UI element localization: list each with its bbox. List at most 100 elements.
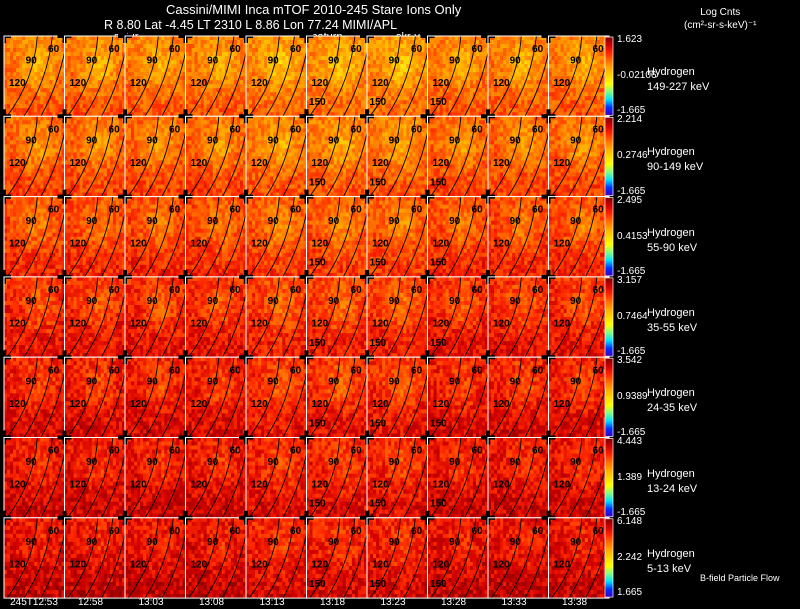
heatmap-cell [65, 80, 68, 84]
heatmap-cell [549, 84, 552, 88]
heatmap-cell [536, 92, 539, 96]
heatmap-cell [288, 72, 291, 76]
heatmap-cell [192, 88, 195, 92]
heatmap-cell [189, 96, 192, 100]
heatmap-cell [258, 104, 261, 108]
heatmap-cell [588, 36, 591, 40]
heatmap-cell [446, 92, 449, 96]
heatmap-cell [77, 173, 80, 177]
heatmap-cell [412, 72, 415, 76]
heatmap-cell [310, 88, 313, 92]
heatmap-cell [449, 88, 452, 92]
heatmap-cell [576, 108, 579, 112]
heatmap-cell [16, 148, 19, 152]
heatmap-cell [107, 189, 110, 193]
heatmap-cell [37, 64, 40, 68]
heatmap-cell [288, 88, 291, 92]
heatmap-cell [95, 164, 98, 168]
heatmap-cell [473, 108, 476, 112]
heatmap-cell [258, 44, 261, 48]
heatmap-cell [16, 140, 19, 144]
heatmap-cell [134, 44, 137, 48]
heatmap-cell [539, 56, 542, 60]
heatmap-cell [19, 124, 22, 128]
heatmap-cell [101, 36, 104, 40]
heatmap-cell [585, 60, 588, 64]
heatmap-cell [113, 185, 116, 189]
heatmap-cell [89, 92, 92, 96]
heatmap-cell [252, 96, 255, 100]
heatmap-cell [10, 92, 13, 96]
heatmap-cell [89, 36, 92, 40]
heatmap-cell [155, 100, 158, 104]
heatmap-cell [367, 88, 370, 92]
heatmap-cell [167, 68, 170, 72]
heatmap-cell [110, 144, 113, 148]
heatmap-cell [204, 108, 207, 112]
heatmap-cell [55, 60, 58, 64]
heatmap-cell [179, 108, 182, 112]
heatmap-cell [491, 52, 494, 56]
heatmap-cell [431, 60, 434, 64]
heatmap-cell [494, 72, 497, 76]
heatmap-cell [4, 68, 7, 72]
heatmap-cell [370, 60, 373, 64]
heatmap-cell [310, 48, 313, 52]
heatmap-cell [264, 48, 267, 52]
heatmap-cell [92, 104, 95, 108]
heatmap-cell [167, 80, 170, 84]
heatmap-cell [65, 88, 68, 92]
heatmap-cell [591, 68, 594, 72]
heatmap-cell [31, 84, 34, 88]
heatmap-cell [65, 156, 68, 160]
heatmap-cell [152, 76, 155, 80]
heatmap-cell [431, 64, 434, 68]
heatmap-cell [570, 96, 573, 100]
heatmap-cell [549, 52, 552, 56]
heatmap-cell [222, 72, 225, 76]
heatmap-cell [340, 48, 343, 52]
heatmap-cell [210, 96, 213, 100]
heatmap-cell [231, 64, 234, 68]
heatmap-cell [403, 92, 406, 96]
heatmap-cell [95, 156, 98, 160]
heatmap-cell [449, 96, 452, 100]
heatmap-cell [170, 64, 173, 68]
heatmap-cell [201, 108, 204, 112]
heatmap-cell [13, 132, 16, 136]
heatmap-cell [4, 100, 7, 104]
heatmap-cell [22, 108, 25, 112]
heatmap-cell [300, 80, 303, 84]
heatmap-cell [334, 36, 337, 40]
heatmap-cell [107, 152, 110, 156]
heatmap-cell [40, 152, 43, 156]
heatmap-cell [515, 48, 518, 52]
heatmap-cell [310, 72, 313, 76]
heatmap-cell [418, 68, 421, 72]
heatmap-cell [319, 88, 322, 92]
heatmap-cell [125, 48, 128, 52]
heatmap-cell [77, 136, 80, 140]
heatmap-cell [294, 92, 297, 96]
heatmap-cell [307, 92, 310, 96]
heatmap-cell [600, 64, 603, 68]
heatmap-cell [228, 84, 231, 88]
heatmap-cell [403, 44, 406, 48]
heatmap-cell [288, 92, 291, 96]
heatmap-cell [297, 64, 300, 68]
heatmap-cell [279, 76, 282, 80]
heatmap-panel: 6090120 [118, 109, 189, 197]
heatmap-cell [216, 80, 219, 84]
heatmap-cell [43, 169, 46, 173]
heatmap-cell [297, 84, 300, 88]
heatmap-cell [95, 76, 98, 80]
heatmap-cell [582, 104, 585, 108]
heatmap-cell [234, 72, 237, 76]
heatmap-cell [137, 88, 140, 92]
heatmap-cell [246, 44, 249, 48]
heatmap-cell [52, 185, 55, 189]
heatmap-cell [31, 156, 34, 160]
heatmap-cell [555, 60, 558, 64]
heatmap-cell [567, 40, 570, 44]
heatmap-cell [443, 68, 446, 72]
